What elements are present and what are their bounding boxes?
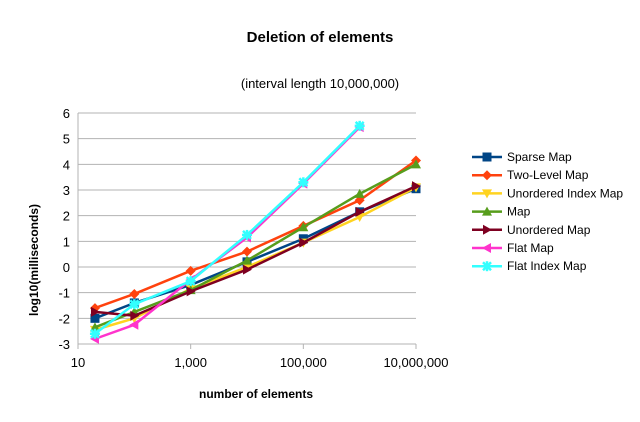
- point-marker: [298, 177, 309, 188]
- series-line: [94, 124, 361, 335]
- y-tick-label: 0: [63, 260, 70, 275]
- legend-label: Unordered Index Map: [507, 186, 623, 200]
- y-axis-title: log10(milliseconds): [27, 204, 41, 316]
- chart-title: Deletion of elements: [247, 29, 394, 46]
- y-tick-label: 3: [63, 183, 70, 198]
- point-marker: [482, 170, 492, 181]
- asterisk-stroke: [482, 261, 492, 272]
- legend-item: Flat Map: [472, 241, 554, 255]
- point-marker: [354, 188, 365, 198]
- point-marker: [242, 246, 252, 257]
- legend-item: Unordered Index Map: [472, 186, 623, 200]
- asterisk-stroke: [298, 177, 309, 188]
- legend-label: Map: [507, 205, 531, 219]
- point-marker: [483, 224, 492, 235]
- series-two-level-map: [89, 155, 421, 314]
- asterisk-stroke: [354, 120, 365, 131]
- point-marker: [242, 255, 252, 265]
- y-tick-label: 2: [63, 209, 70, 224]
- point-marker: [89, 328, 100, 339]
- legend-item: Map: [472, 205, 531, 219]
- point-marker: [482, 152, 492, 162]
- tick-labels: -3 -2 -1 0 1 2 3 4 5 6 10 1,000 100,000 10,000,000: [58, 106, 448, 370]
- point-marker: [129, 288, 140, 299]
- legend-label: Flat Index Map: [507, 259, 587, 273]
- x-tick-label: 10: [71, 355, 85, 370]
- point-marker: [186, 286, 196, 297]
- legend-label: Flat Map: [507, 241, 554, 255]
- series-line: [94, 185, 417, 318]
- series-line: [94, 163, 417, 329]
- series-flat-index-map: [89, 120, 365, 339]
- point-marker: [411, 159, 421, 169]
- point-marker: [185, 265, 196, 276]
- series-group: [89, 120, 421, 344]
- y-tick-label: -3: [58, 337, 70, 352]
- axes: [77, 113, 417, 349]
- point-marker: [90, 306, 100, 317]
- asterisk-stroke: [129, 299, 140, 310]
- point-marker: [185, 276, 196, 287]
- point-marker: [89, 322, 100, 332]
- series-line: [94, 159, 417, 310]
- x-tick-label: 1,000: [174, 355, 207, 370]
- y-tick-label: -2: [58, 311, 70, 326]
- point-marker: [482, 189, 492, 199]
- point-marker: [90, 313, 100, 323]
- y-tick-label: -1: [58, 286, 70, 301]
- x-axis-title: number of elements: [199, 387, 313, 401]
- y-tick-label: 1: [63, 234, 70, 249]
- x-tick-label: 10,000,000: [383, 355, 448, 370]
- point-marker: [242, 229, 252, 240]
- asterisk-stroke: [90, 328, 100, 339]
- asterisk-stroke: [185, 276, 196, 287]
- legend-item: Flat Index Map: [472, 259, 587, 273]
- point-marker: [298, 222, 309, 232]
- point-marker: [354, 120, 365, 131]
- point-marker: [130, 310, 140, 321]
- point-marker: [482, 243, 491, 253]
- legend-item: Sparse Map: [472, 150, 572, 164]
- point-marker: [482, 206, 492, 216]
- point-marker: [412, 181, 421, 192]
- point-marker: [299, 237, 309, 248]
- x-tick-label: 100,000: [280, 355, 327, 370]
- legend-label: Two-Level Map: [507, 168, 589, 182]
- legend: Sparse Map Two-Level Map Unordered Index M…: [472, 150, 623, 273]
- point-marker: [243, 264, 252, 275]
- y-tick-label: 5: [63, 132, 70, 147]
- series-map: [89, 159, 421, 332]
- legend-item: Unordered Map: [472, 223, 591, 237]
- legend-item: Two-Level Map: [472, 168, 589, 182]
- legend-label: Sparse Map: [507, 150, 572, 164]
- point-marker: [482, 261, 492, 272]
- legend-label: Unordered Map: [507, 223, 591, 237]
- y-tick-label: 4: [63, 157, 70, 172]
- chart-subtitle: (interval length 10,000,000): [241, 76, 399, 91]
- point-marker: [129, 319, 139, 330]
- y-tick-label: 6: [63, 106, 70, 121]
- point-marker: [355, 206, 365, 217]
- point-marker: [129, 299, 140, 310]
- series-unordered-map: [90, 181, 421, 321]
- asterisk-stroke: [242, 230, 252, 240]
